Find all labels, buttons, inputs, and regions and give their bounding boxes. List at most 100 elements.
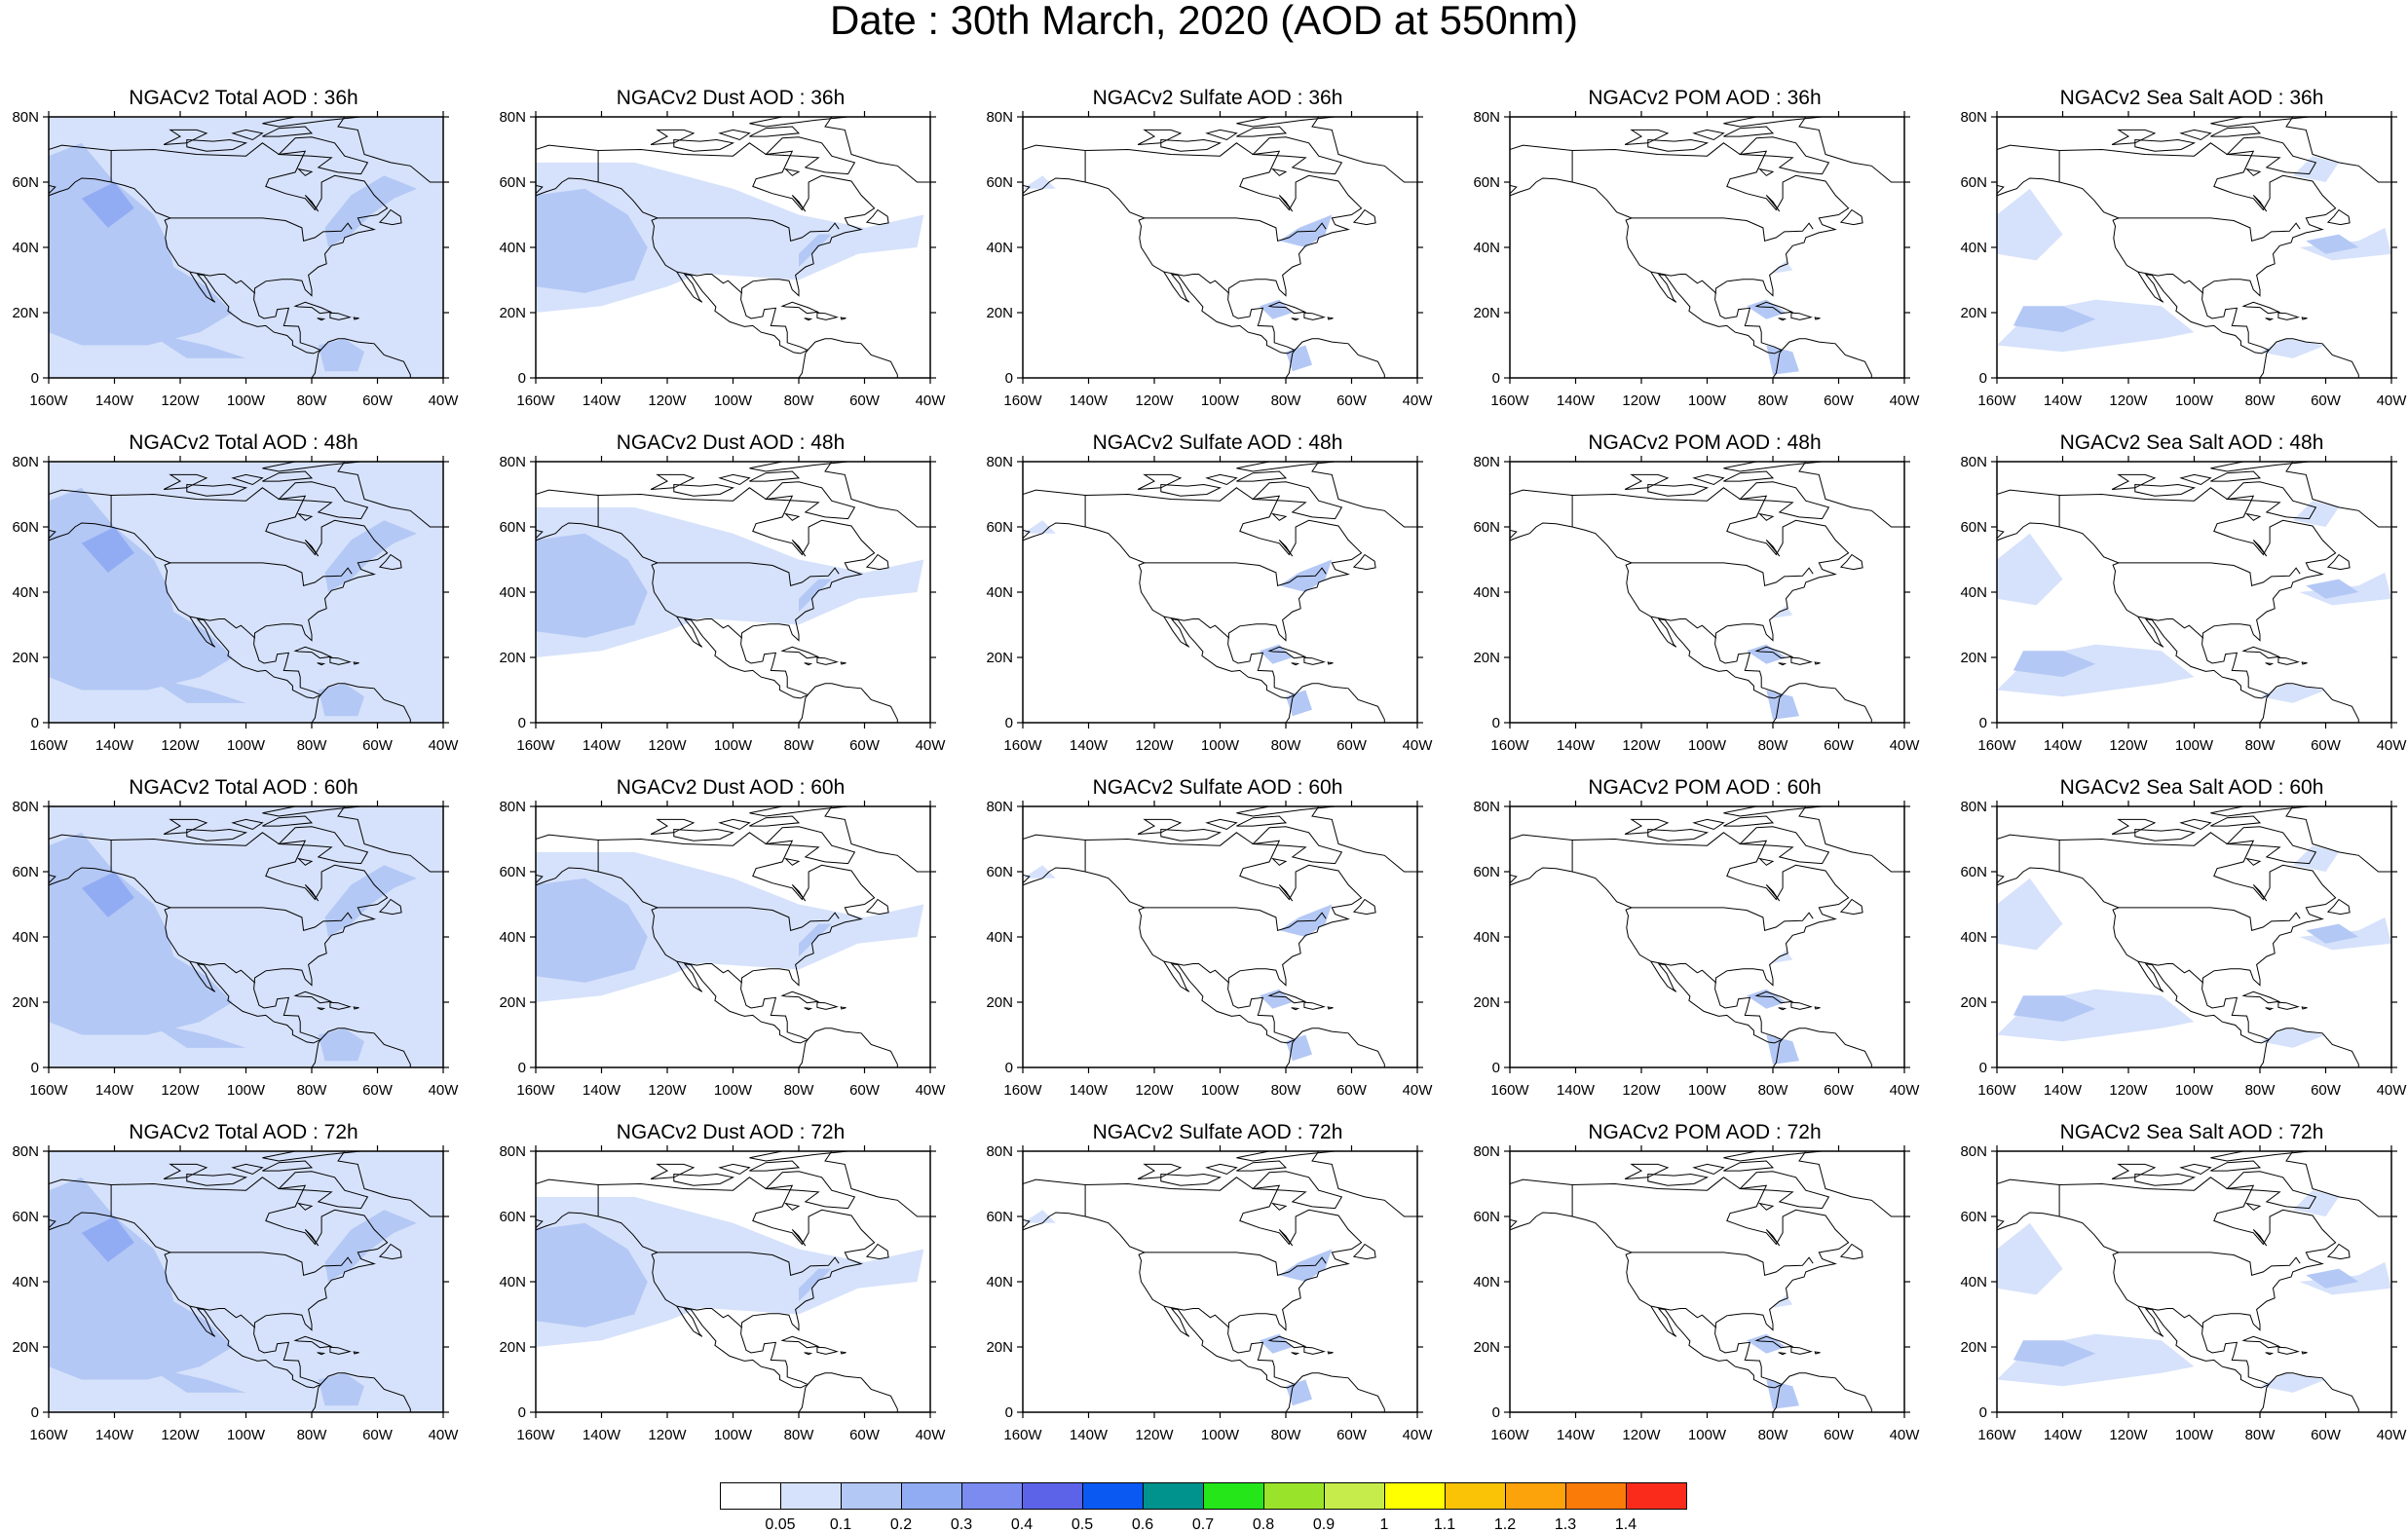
north-america-coastline <box>1023 142 1363 355</box>
island-coastline <box>2111 473 2157 490</box>
lon-tick-label: 80W <box>1758 737 1789 754</box>
lat-tick-label: 0 <box>518 1060 526 1076</box>
lon-tick-label: 120W <box>648 1427 687 1443</box>
island-coastline <box>304 195 320 212</box>
lon-tick-label: 80W <box>1271 1082 1302 1099</box>
aod-contour-fill <box>147 1366 246 1393</box>
island-coastline <box>865 1243 889 1260</box>
island-coastline <box>1814 661 1821 665</box>
colorbar-level-label: 1.2 <box>1493 1516 1517 1533</box>
lon-tick-label: 140W <box>583 393 621 409</box>
south-america-coastline <box>311 683 411 723</box>
lon-tick-label: 80W <box>1271 1427 1302 1443</box>
lon-tick-label: 140W <box>95 1082 134 1099</box>
island-coastline <box>1327 1006 1334 1010</box>
lat-tick-label: 40N <box>12 929 39 946</box>
lon-tick-label: 100W <box>227 1427 266 1443</box>
lon-tick-label: 80W <box>784 737 815 754</box>
island-coastline <box>2326 1243 2351 1260</box>
aod-field <box>1997 462 2391 723</box>
island-coastline <box>1754 301 1794 315</box>
lon-tick-label: 120W <box>648 1082 687 1099</box>
island-coastline <box>317 1007 326 1011</box>
panel-title: NGACv2 POM AOD : 72h <box>1588 1121 1822 1143</box>
lon-tick-label: 120W <box>1135 1082 1174 1099</box>
lon-tick-label: 160W <box>1977 1427 2016 1443</box>
colorbar-swatch <box>1324 1482 1385 1510</box>
panel-title: NGACv2 Dust AOD : 72h <box>616 1121 846 1143</box>
lon-tick-label: 120W <box>1622 1427 1661 1443</box>
island-coastline <box>1252 1171 1343 1210</box>
island-coastline <box>1692 129 1725 141</box>
island-coastline <box>163 129 208 145</box>
colorbar-level-label: 0.5 <box>1071 1516 1094 1533</box>
lat-tick-label: 0 <box>1492 1404 1500 1421</box>
aod-contour-fill <box>2292 845 2339 872</box>
island-coastline <box>1723 1151 1823 1162</box>
lat-tick-label: 20N <box>12 1339 39 1356</box>
map-svg: 0 20N 40N 60N 80N 160W 140W 120W 100W 80W 60W 40W <box>986 454 1433 754</box>
aod-contour-fill <box>1747 989 1787 1009</box>
lon-tick-label: 140W <box>583 1427 621 1443</box>
aod-contour-fill <box>1286 345 1312 372</box>
island-coastline <box>163 818 208 835</box>
aod-contour-fill <box>1766 690 1799 720</box>
island-coastline <box>337 1151 443 1217</box>
island-coastline <box>2265 662 2275 666</box>
lon-tick-label: 140W <box>1070 737 1109 754</box>
aod-contour-fill <box>1997 1222 2063 1295</box>
island-coastline <box>1236 806 1336 817</box>
island-coastline <box>816 1001 839 1010</box>
lon-tick-label: 40W <box>1890 393 1921 409</box>
lon-tick-label: 80W <box>1758 1082 1789 1099</box>
island-coastline <box>1252 481 1343 520</box>
lon-tick-label: 60W <box>1336 1082 1368 1099</box>
island-coastline <box>353 317 359 320</box>
north-america-coastline <box>1023 832 1363 1044</box>
lon-tick-label: 140W <box>583 737 621 754</box>
lon-tick-label: 140W <box>1070 393 1109 409</box>
aod-contour-fill <box>2292 156 2339 182</box>
south-america-coastline <box>311 338 411 378</box>
map-svg: 0 20N 40N 60N 80N 160W 140W 120W 100W 80W 60W 40W <box>1960 799 2407 1099</box>
island-coastline <box>2210 470 2262 482</box>
national-border <box>657 562 840 586</box>
island-coastline <box>1311 117 1417 183</box>
island-coastline <box>262 1151 361 1162</box>
island-coastline <box>2252 1229 2268 1247</box>
panel-title: NGACv2 Dust AOD : 36h <box>616 87 846 109</box>
lon-tick-label: 140W <box>1557 393 1596 409</box>
north-america-coastline <box>1510 832 1850 1044</box>
island-coastline <box>2210 1160 2262 1172</box>
national-border <box>169 1252 353 1276</box>
island-coastline <box>1311 806 1417 873</box>
island-coastline <box>1754 1335 1794 1349</box>
south-america-coastline <box>1285 338 1385 378</box>
island-coastline <box>1647 828 1710 841</box>
colorbar-level-label: 0.3 <box>950 1516 973 1533</box>
aod-contour-fill <box>81 527 134 573</box>
lon-tick-label: 60W <box>849 393 881 409</box>
aod-contour-fill <box>1260 1333 1293 1354</box>
lon-tick-label: 80W <box>2245 1427 2276 1443</box>
aod-contour-fill <box>1766 1379 1799 1409</box>
aod-field <box>1510 462 1904 723</box>
island-coastline <box>2210 815 2262 827</box>
island-coastline <box>278 826 369 865</box>
lat-tick-label: 80N <box>499 454 526 470</box>
lon-tick-label: 140W <box>2044 737 2083 754</box>
aod-contour-fill <box>2013 306 2096 333</box>
island-coastline <box>2179 473 2212 486</box>
island-coastline <box>804 662 813 666</box>
lon-tick-label: 160W <box>1003 393 1042 409</box>
island-coastline <box>1137 473 1183 490</box>
lon-tick-label: 160W <box>516 1082 555 1099</box>
island-coastline <box>378 898 402 916</box>
aod-field <box>49 117 443 378</box>
island-coastline <box>1291 662 1300 666</box>
island-coastline <box>2244 857 2262 866</box>
lon-tick-label: 60W <box>2311 1427 2342 1443</box>
lat-tick-label: 80N <box>1473 454 1500 470</box>
colorbar-level-label: 0.1 <box>829 1516 852 1533</box>
lat-tick-label: 0 <box>31 1404 39 1421</box>
